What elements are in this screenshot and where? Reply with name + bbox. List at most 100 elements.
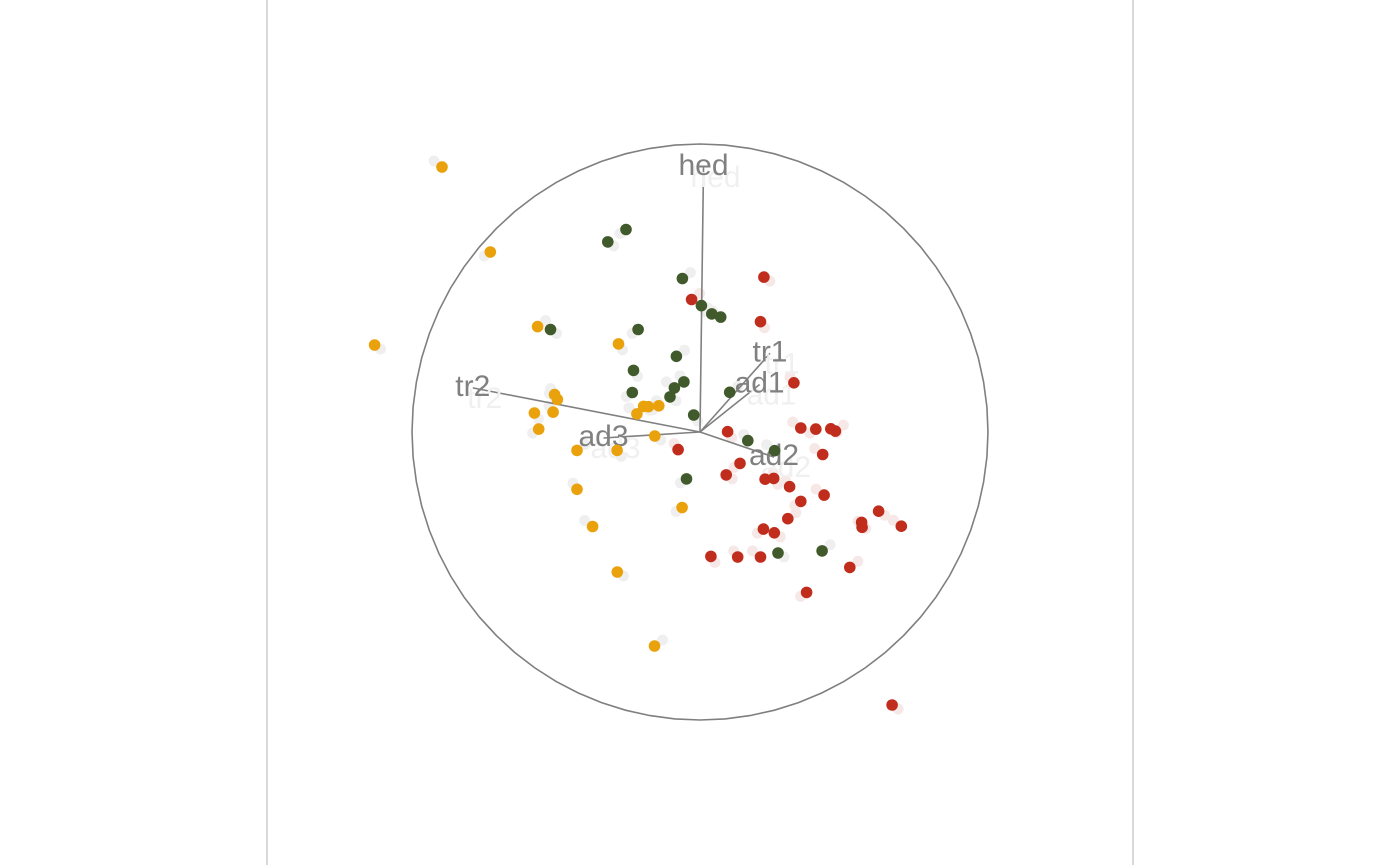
data-point <box>695 299 708 312</box>
data-point <box>653 400 665 412</box>
ghost-points-layer <box>375 155 904 715</box>
data-point <box>611 566 624 578</box>
data-point <box>723 386 736 399</box>
data-point <box>856 521 868 534</box>
data-point <box>886 699 898 711</box>
data-point <box>721 425 734 438</box>
data-point <box>768 444 781 457</box>
data-point <box>544 323 557 336</box>
unit-circle-layer <box>411 143 989 721</box>
data-point <box>668 382 681 394</box>
data-point <box>714 311 727 323</box>
projection-axes-layer: hedhedtr1tr1ad1ad1tr2tr2ad3ad3ad2ad2 <box>455 149 811 484</box>
data-point <box>818 489 830 501</box>
data-point <box>795 495 807 508</box>
data-point <box>571 483 583 496</box>
data-point <box>602 236 614 248</box>
data-point <box>532 423 545 435</box>
ghost-point <box>540 315 552 327</box>
data-point <box>528 407 541 419</box>
axis-label-ghost-hed: hed <box>690 161 740 194</box>
axis-line-ad2 <box>699 431 775 458</box>
ghost-point <box>787 416 799 428</box>
data-point <box>631 408 643 420</box>
axis-line-ad1 <box>699 383 761 433</box>
data-point <box>800 586 813 599</box>
data-point <box>810 423 822 435</box>
ghost-point <box>809 443 821 454</box>
data-point <box>687 409 700 421</box>
data-point <box>611 444 623 457</box>
ghost-point <box>579 438 591 450</box>
data-point <box>759 473 771 486</box>
ghost-point <box>761 439 773 451</box>
data-point <box>484 246 497 258</box>
data-point <box>767 472 780 485</box>
data-point <box>436 161 448 173</box>
ghost-point <box>790 507 802 519</box>
data-point <box>368 339 381 351</box>
data-point <box>626 386 639 399</box>
data-point <box>731 551 744 563</box>
axis-label-hed: hed <box>678 149 728 182</box>
ghost-point <box>732 380 744 392</box>
data-point <box>754 315 767 328</box>
data-point <box>734 457 746 470</box>
data-point <box>571 444 583 457</box>
data-point <box>531 320 544 333</box>
data-point <box>632 323 644 336</box>
data-point <box>816 545 828 557</box>
data-point <box>705 550 717 563</box>
data-point <box>754 551 767 563</box>
ghost-point <box>657 634 668 646</box>
data-point <box>757 523 770 535</box>
data-point <box>783 480 796 493</box>
axis-line-hed <box>699 167 705 433</box>
data-point <box>706 308 718 320</box>
data-point <box>844 561 856 574</box>
ghost-point <box>852 555 864 567</box>
ghost-point <box>428 155 440 167</box>
ghost-point <box>810 483 822 495</box>
data-point <box>742 434 754 447</box>
data-point <box>627 364 640 377</box>
data-point <box>620 223 632 236</box>
ghost-point <box>660 376 672 388</box>
unit-circle <box>411 143 989 721</box>
data-point <box>685 293 698 306</box>
data-point <box>547 406 559 418</box>
data-point <box>586 520 599 533</box>
data-point <box>642 400 655 413</box>
data-point <box>664 391 676 403</box>
data-point <box>758 271 770 283</box>
data-points-layer <box>368 161 908 711</box>
data-point <box>551 393 564 406</box>
ghost-point <box>678 344 690 356</box>
data-point <box>678 376 690 388</box>
ghost-point <box>887 514 899 526</box>
data-point <box>782 512 794 525</box>
ghost-point <box>623 402 635 414</box>
data-point <box>795 422 807 434</box>
data-point <box>680 473 693 485</box>
data-point <box>649 430 661 442</box>
ghost-point <box>824 539 836 551</box>
ghost-point <box>684 267 696 278</box>
data-point <box>612 338 625 350</box>
axis-label-ad1: ad1 <box>735 366 785 399</box>
data-point <box>816 448 829 461</box>
data-point <box>829 425 842 437</box>
data-point <box>676 272 689 285</box>
axis-line-tr2 <box>472 387 701 433</box>
data-point <box>772 547 784 559</box>
data-point <box>788 377 800 389</box>
data-point <box>672 443 684 456</box>
axis-label-ghost-tr1: tr1 <box>764 347 799 380</box>
data-point <box>768 527 781 539</box>
ghost-point <box>837 419 849 431</box>
data-point <box>895 520 908 532</box>
data-point <box>676 501 688 514</box>
axis-label-tr1: tr1 <box>752 335 787 368</box>
ghost-point <box>579 515 591 526</box>
